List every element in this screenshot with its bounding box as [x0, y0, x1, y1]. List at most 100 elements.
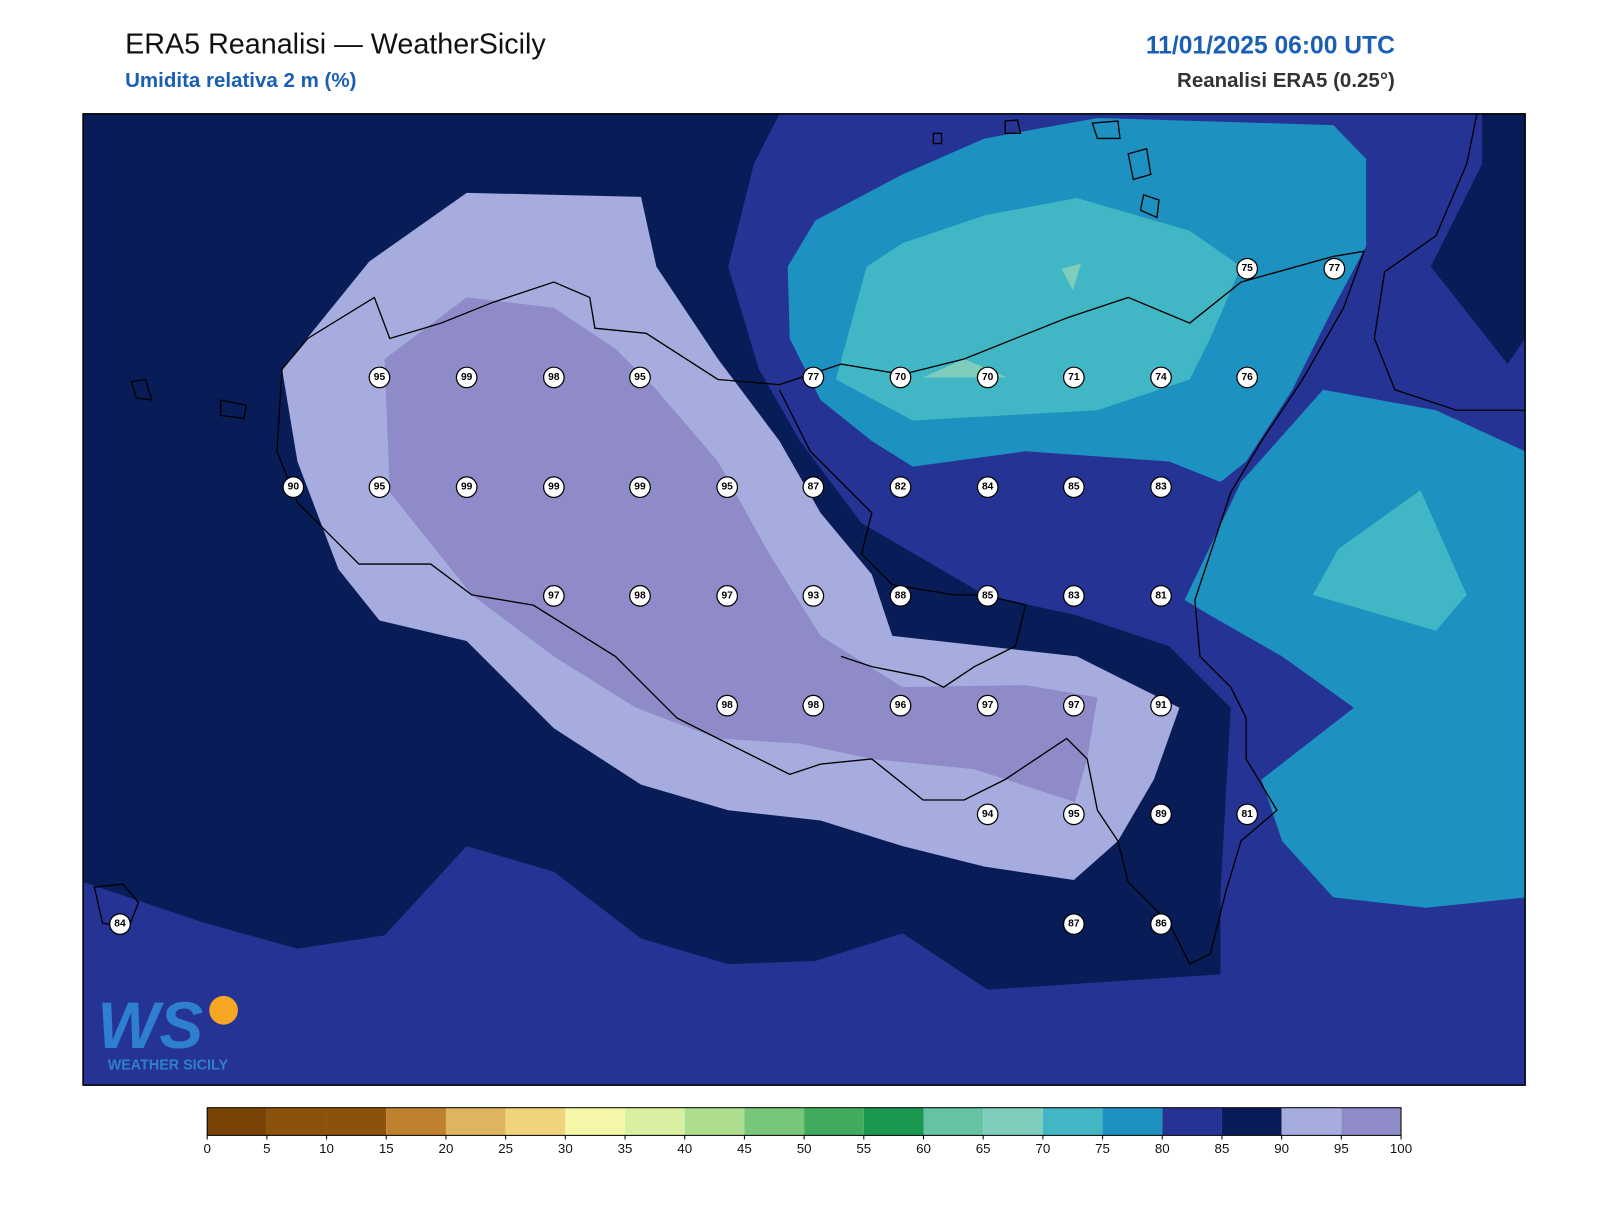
colorbar-cell — [1221, 1107, 1282, 1136]
logo-sun — [209, 995, 238, 1025]
contour — [835, 197, 1242, 421]
station-marker — [1062, 803, 1085, 826]
station-marker — [1150, 913, 1172, 935]
colorbar-cell — [684, 1107, 745, 1136]
station-marker — [629, 476, 651, 499]
colorbar-tick-label: 75 — [1095, 1141, 1110, 1156]
colorbar-tick-label: 20 — [439, 1141, 454, 1156]
station-marker — [1236, 803, 1259, 826]
colorbar-cell — [744, 1107, 805, 1136]
colorbar-cell — [207, 1107, 267, 1136]
contour — [1061, 263, 1082, 291]
station-value: 88 — [895, 590, 907, 601]
station-marker — [542, 585, 565, 607]
station-marker — [629, 366, 651, 389]
station-value: 94 — [982, 809, 994, 820]
station-marker — [542, 476, 565, 499]
station-marker — [1236, 366, 1259, 389]
colorbar-tick-label: 70 — [1035, 1141, 1050, 1156]
contour — [1312, 490, 1467, 631]
contour — [1430, 113, 1526, 365]
station-value: 95 — [1068, 809, 1080, 820]
station-marker — [976, 694, 999, 717]
logo-letters: WS — [97, 989, 203, 1062]
colorbar-cell — [445, 1107, 506, 1136]
colorbar-cell — [266, 1107, 327, 1136]
station-value: 95 — [634, 372, 646, 383]
logo: WS WEATHER SICILY — [97, 989, 238, 1074]
station-value: 90 — [288, 482, 300, 493]
station-value: 76 — [1241, 372, 1253, 383]
colorbar-tick-label: 50 — [797, 1141, 812, 1156]
station-value: 98 — [721, 700, 733, 711]
station-marker — [1062, 476, 1085, 499]
station-value: 98 — [548, 372, 560, 383]
station-value: 89 — [1155, 809, 1167, 820]
colorbar: 0 5 10 15 20 25 30 35 40 45 50 55 60 65 70 75 80 85 90 95 10… — [203, 1107, 1412, 1156]
colorbar-tick-label: 90 — [1274, 1141, 1289, 1156]
coastline — [130, 119, 1160, 420]
station-marker — [1062, 585, 1085, 607]
map-frame — [82, 113, 1526, 1086]
station-value: 99 — [461, 372, 473, 383]
colorbar-tick-label: 35 — [618, 1141, 633, 1156]
station-value: 77 — [1329, 263, 1341, 274]
colorbar-cell — [1281, 1107, 1342, 1136]
station-value: 85 — [1068, 482, 1080, 493]
station-value: 99 — [634, 482, 646, 493]
colorbar-cell — [804, 1107, 864, 1136]
station-value: 95 — [374, 372, 386, 383]
station-value: 91 — [1155, 700, 1167, 711]
colorbar-tick-label: 100 — [1390, 1141, 1412, 1156]
colorbar-tick-label: 25 — [498, 1141, 513, 1156]
station-marker — [1150, 694, 1172, 717]
station-marker — [542, 366, 565, 389]
station-marker — [1150, 366, 1172, 389]
station-marker — [455, 476, 478, 499]
station-value: 93 — [808, 590, 820, 601]
colorbar-cell — [863, 1107, 924, 1136]
station-marker — [1062, 694, 1085, 717]
station-marker — [716, 585, 739, 607]
station-value: 99 — [548, 482, 560, 493]
station-marker — [1323, 257, 1346, 280]
station-value: 95 — [374, 482, 386, 493]
contour — [1184, 389, 1526, 908]
colorbar-cell — [1341, 1107, 1402, 1136]
colorbar-cell — [923, 1107, 984, 1136]
colorbar-cell — [505, 1107, 566, 1136]
station-value: 97 — [1068, 700, 1080, 711]
colorbar-cell — [1162, 1107, 1222, 1136]
station-value: 95 — [721, 482, 733, 493]
station-value: 87 — [1068, 919, 1080, 930]
station-marker — [976, 803, 999, 826]
colorbar-tick-label: 5 — [263, 1141, 270, 1156]
station-marker — [889, 366, 912, 389]
colorbar-tick-label: 85 — [1215, 1141, 1230, 1156]
logo-name: WEATHER SICILY — [108, 1058, 229, 1074]
station-marker — [1150, 585, 1172, 607]
colorbar-tick-label: 95 — [1334, 1141, 1349, 1156]
colorbar-cell — [565, 1107, 626, 1136]
station-value: 96 — [895, 700, 907, 711]
colorbar-tick-label: 15 — [379, 1141, 394, 1156]
station-marker — [455, 366, 478, 389]
contour — [384, 297, 1098, 803]
station-marker — [716, 694, 739, 717]
station-value: 75 — [1241, 263, 1253, 274]
station-marker — [802, 366, 825, 389]
colorbar-cell — [625, 1107, 685, 1136]
station-marker — [1062, 913, 1085, 935]
station-marker — [368, 476, 391, 499]
colorbar-cell — [326, 1107, 387, 1136]
station-value: 84 — [114, 919, 126, 930]
colorbar-tick-label: 10 — [319, 1141, 334, 1156]
station-marker — [976, 585, 999, 607]
datetime: 11/01/2025 06:00 UTC — [1146, 32, 1395, 59]
station-marker — [889, 694, 912, 717]
station-value: 97 — [721, 590, 733, 601]
station-marker — [889, 476, 912, 499]
subtitle: Umidita relativa 2 m (%) — [125, 69, 356, 92]
station-value: 86 — [1155, 919, 1167, 930]
colorbar-tick-label: 40 — [677, 1141, 692, 1156]
